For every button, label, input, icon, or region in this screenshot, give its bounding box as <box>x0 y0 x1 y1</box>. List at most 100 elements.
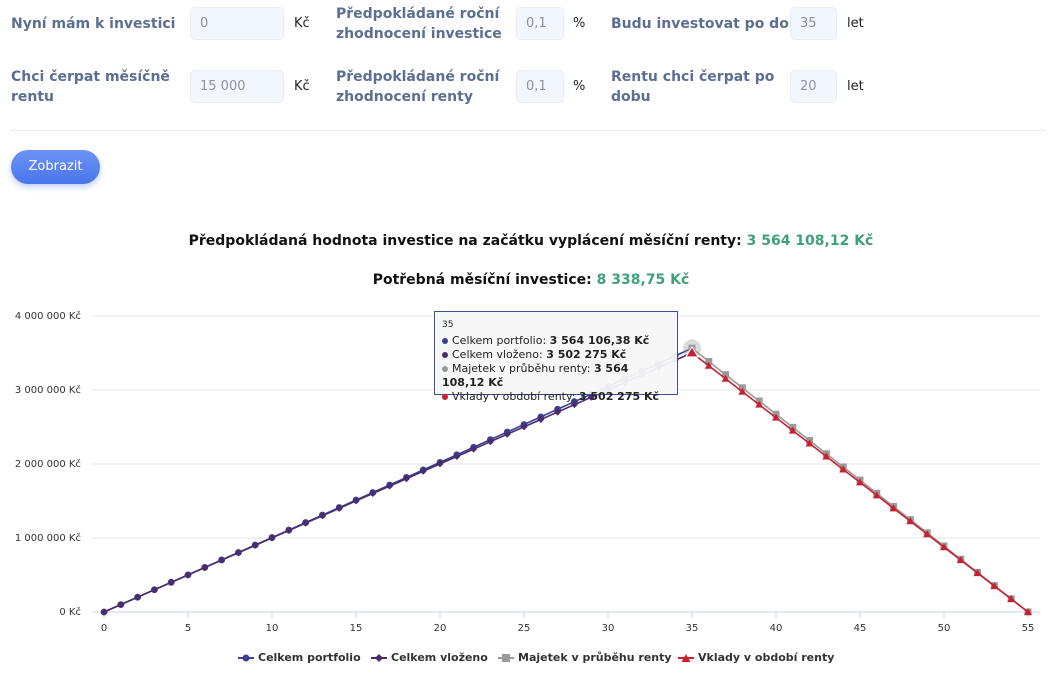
rate-invest-label-line2: zhodnocení investice <box>336 26 502 42</box>
data-point-rent-deposits <box>1007 595 1016 603</box>
rate-rent-label-line1: Předpokládané roční <box>336 69 500 85</box>
rent-label-line1: Chci čerpat měsíčně <box>11 69 170 85</box>
data-point-deposited <box>520 423 528 431</box>
x-tick-label: 20 <box>434 623 447 634</box>
legend-item-deposited[interactable]: Celkem vloženo <box>371 650 488 666</box>
x-tick-label: 55 <box>1022 623 1035 634</box>
data-point-deposited <box>587 393 595 401</box>
data-point-deposited <box>218 556 226 564</box>
x-tick-label: 10 <box>266 623 279 634</box>
chart-tooltip: 35 Celkem portfolio: 3 564 106,38 Kč Cel… <box>434 311 678 403</box>
invest-now-unit: Kč <box>294 16 310 31</box>
circle-marker-icon <box>238 654 254 662</box>
data-point-deposited <box>470 445 478 453</box>
invest-years-unit: let <box>847 16 864 31</box>
rate-rent-label-line2: zhodnocení renty <box>336 89 473 105</box>
rent-years-unit: let <box>847 79 864 94</box>
rate-rent-unit: % <box>573 79 586 94</box>
x-tick-label: 35 <box>686 623 699 634</box>
data-point-rent-deposits <box>906 517 915 525</box>
data-point-deposited <box>335 504 343 512</box>
data-point-rent-deposits <box>755 400 764 408</box>
legend-item-rent-deposits[interactable]: Vklady v období renty <box>678 650 834 666</box>
tooltip-value: 3 502 275 Kč <box>546 348 627 361</box>
data-point-rent-deposits <box>772 413 780 421</box>
investment-value-headline: Předpokládaná hodnota investice na začát… <box>0 233 1062 249</box>
rent-years-input[interactable]: 20 <box>790 70 837 103</box>
tooltip-label: Majetek v průběhu renty: <box>452 362 591 375</box>
tooltip-label: Celkem vloženo: <box>452 348 543 361</box>
rent-years-label-line1: Rentu chci čerpat po <box>611 69 775 85</box>
x-tick-label: 45 <box>854 623 867 634</box>
form-divider <box>10 130 1046 131</box>
rate-invest-unit: % <box>573 16 586 31</box>
data-point-deposited <box>486 438 494 446</box>
legend-label: Majetek v průběhu renty <box>518 651 672 664</box>
data-point-deposited <box>503 430 511 438</box>
diamond-marker-icon <box>371 654 387 662</box>
data-point-deposited <box>251 541 259 549</box>
x-tick-label: 50 <box>938 623 951 634</box>
rate-rent-label: Předpokládané roční zhodnocení renty <box>336 67 499 107</box>
data-point-deposited <box>268 534 276 542</box>
series-line-deposited <box>103 352 693 613</box>
x-tick-label: 0 <box>101 623 107 634</box>
data-point-deposited <box>570 401 578 409</box>
rate-rent-input[interactable]: 0,1 <box>516 70 564 103</box>
data-point-rent-deposits <box>805 439 814 447</box>
data-point-rent-deposits <box>889 504 898 512</box>
invest-years-label: Budu investovat po dobu <box>611 16 809 32</box>
triangle-marker-icon <box>678 654 694 662</box>
invest-now-input[interactable]: 0 <box>190 7 284 40</box>
legend-item-portfolio[interactable]: Celkem portfolio <box>238 650 361 666</box>
data-point-deposited <box>201 564 209 572</box>
data-point-deposited <box>402 475 410 483</box>
data-point-deposited <box>117 601 125 609</box>
data-point-deposited <box>134 593 142 601</box>
show-button[interactable]: Zobrazit <box>11 150 100 184</box>
data-point-assets <box>705 357 713 365</box>
rate-invest-input[interactable]: 0,1 <box>516 7 564 40</box>
tooltip-row-portfolio: Celkem portfolio: 3 564 106,38 Kč <box>442 334 670 348</box>
x-tick-label: 5 <box>185 623 191 634</box>
rate-invest-label-line1: Předpokládané roční <box>336 6 500 22</box>
tooltip-label: Vklady v období renty: <box>452 390 576 403</box>
data-point-deposited <box>369 490 377 498</box>
data-point-assets <box>722 371 730 379</box>
data-point-deposited <box>352 497 360 505</box>
y-tick-label: 4 000 000 Kč <box>15 310 81 322</box>
invest-now-label: Nyní mám k investici <box>11 16 176 32</box>
data-point-rent-deposits <box>738 387 747 395</box>
data-point-deposited <box>100 608 108 616</box>
x-tick-label: 25 <box>518 623 531 634</box>
tooltip-row-deposited: Celkem vloženo: 3 502 275 Kč <box>442 348 670 362</box>
data-point-rent-deposits <box>721 374 730 382</box>
invest-years-input[interactable]: 35 <box>790 7 837 40</box>
data-point-rent-deposits <box>1024 608 1032 615</box>
data-point-rent-deposits <box>923 530 932 538</box>
tooltip-dot-icon <box>442 352 448 358</box>
investment-value-label: Předpokládaná hodnota investice na začát… <box>188 233 742 249</box>
rent-label: Chci čerpat měsíčně rentu <box>11 67 170 107</box>
data-point-deposited <box>234 549 242 557</box>
data-point-deposited <box>436 460 444 468</box>
data-point-deposited <box>453 452 461 460</box>
x-tick-label: 30 <box>602 623 615 634</box>
data-point-rent-deposits <box>856 478 864 486</box>
y-tick-label: 2 000 000 Kč <box>15 458 81 470</box>
data-point-rent-deposits <box>788 426 797 434</box>
y-tick-label: 0 Kč <box>59 606 81 618</box>
hover-marker <box>685 345 699 358</box>
rent-years-label-line2: dobu <box>611 89 651 105</box>
legend-item-assets[interactable]: Majetek v průběhu renty <box>498 650 672 666</box>
data-point-rent-deposits <box>973 569 982 577</box>
rent-label-line2: rentu <box>11 89 55 105</box>
rent-input[interactable]: 15 000 <box>190 70 284 103</box>
legend-label: Celkem portfolio <box>258 651 361 664</box>
tooltip-x-value: 35 <box>442 320 454 330</box>
data-point-rent-deposits <box>872 491 881 499</box>
tooltip-value: 3 564 106,38 Kč <box>549 334 650 347</box>
tooltip-dot-icon <box>442 366 448 372</box>
square-marker-icon <box>498 654 514 662</box>
data-point-deposited <box>184 571 192 579</box>
